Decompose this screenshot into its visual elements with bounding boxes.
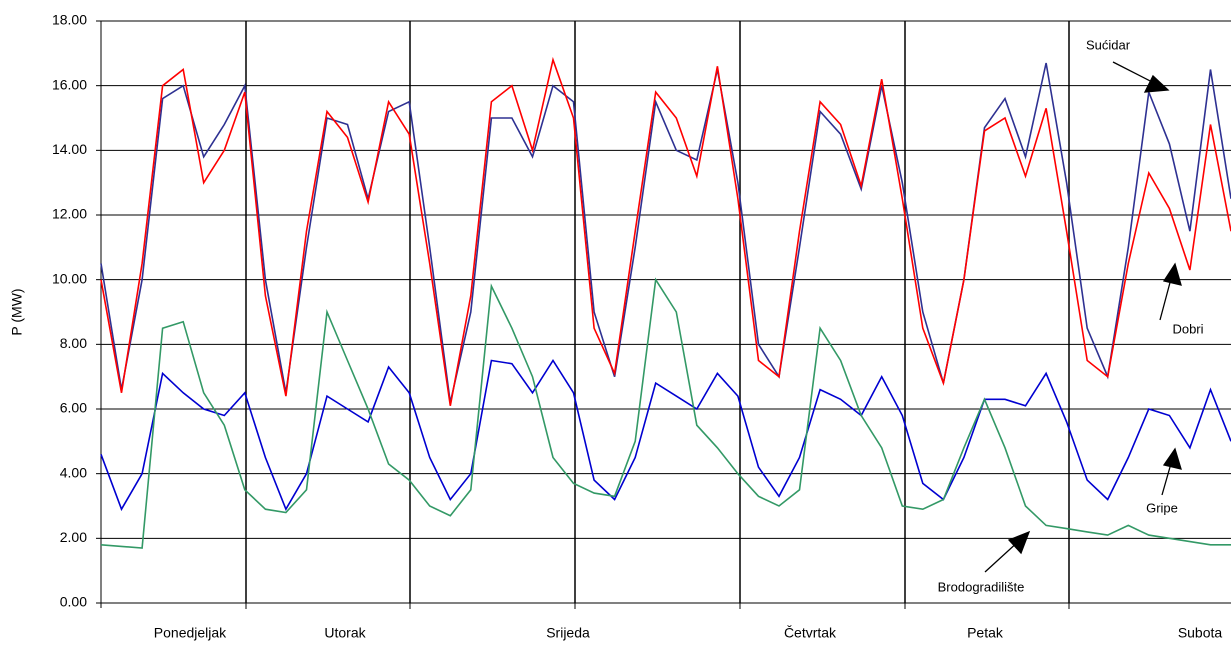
x-tick-label: Petak <box>967 625 1004 641</box>
series-line <box>100 277 1231 549</box>
y-axis-label: P (MW) <box>9 288 25 335</box>
series-annotation: Dobri <box>1172 321 1203 336</box>
y-tick-label: 10.00 <box>52 270 87 286</box>
arrowhead <box>1143 74 1170 93</box>
arrowhead <box>1162 262 1182 286</box>
x-tick-label: Srijeda <box>546 625 590 641</box>
y-tick-label: 18.00 <box>52 12 87 28</box>
annotation-arrows <box>984 61 1182 573</box>
arrowhead <box>1007 530 1031 555</box>
x-tick-label: Ponedjeljak <box>154 625 227 641</box>
series-annotation: Gripe <box>1146 500 1178 515</box>
x-tick-label: Subota <box>1178 625 1223 641</box>
series-annotation: Brodogradilište <box>938 579 1025 594</box>
x-tick-label: Četvrtak <box>784 625 837 641</box>
series-annotation: Sućidar <box>1086 37 1131 52</box>
series-line <box>100 56 1231 406</box>
y-tick-label: 2.00 <box>60 529 87 545</box>
y-tick-label: 4.00 <box>60 464 87 480</box>
y-tick-label: 14.00 <box>52 141 87 157</box>
y-tick-label: 8.00 <box>60 335 87 351</box>
y-tick-label: 12.00 <box>52 206 87 222</box>
x-tick-label: Utorak <box>324 625 366 641</box>
series-line <box>100 62 1231 403</box>
series-line <box>100 359 1231 512</box>
y-tick-label: 0.00 <box>60 594 87 610</box>
y-tick-label: 6.00 <box>60 400 87 416</box>
arrowhead <box>1162 447 1182 470</box>
y-tick-label: 16.00 <box>52 76 87 92</box>
